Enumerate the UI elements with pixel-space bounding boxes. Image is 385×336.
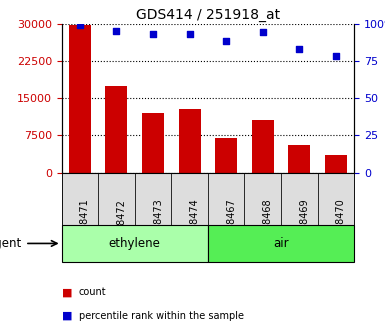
Text: count: count bbox=[79, 287, 107, 297]
Point bbox=[113, 28, 119, 34]
Text: agent: agent bbox=[0, 237, 22, 250]
Point bbox=[77, 22, 83, 28]
Point bbox=[223, 39, 229, 44]
Point bbox=[333, 54, 339, 59]
Text: GSM8472: GSM8472 bbox=[116, 199, 126, 246]
Bar bbox=[142, 113, 164, 173]
Text: GSM8473: GSM8473 bbox=[153, 199, 163, 246]
Point bbox=[150, 31, 156, 37]
Text: GSM8471: GSM8471 bbox=[80, 199, 90, 246]
Bar bbox=[105, 86, 127, 173]
Text: ■: ■ bbox=[62, 311, 72, 321]
Text: GSM8474: GSM8474 bbox=[190, 199, 199, 246]
Bar bbox=[69, 25, 91, 173]
Text: percentile rank within the sample: percentile rank within the sample bbox=[79, 311, 244, 321]
Text: GSM8468: GSM8468 bbox=[263, 199, 273, 245]
Bar bbox=[179, 109, 201, 173]
Text: air: air bbox=[273, 237, 289, 250]
Bar bbox=[325, 155, 347, 173]
FancyBboxPatch shape bbox=[171, 173, 208, 225]
FancyBboxPatch shape bbox=[62, 173, 98, 225]
Title: GDS414 / 251918_at: GDS414 / 251918_at bbox=[136, 8, 280, 23]
FancyBboxPatch shape bbox=[281, 173, 318, 225]
FancyBboxPatch shape bbox=[318, 173, 354, 225]
FancyBboxPatch shape bbox=[62, 225, 208, 262]
Text: GSM8469: GSM8469 bbox=[300, 199, 309, 245]
Bar bbox=[215, 138, 237, 173]
Text: ■: ■ bbox=[62, 287, 72, 297]
FancyBboxPatch shape bbox=[135, 173, 171, 225]
Bar bbox=[288, 145, 310, 173]
Bar bbox=[252, 120, 274, 173]
Point bbox=[259, 30, 266, 35]
FancyBboxPatch shape bbox=[208, 173, 244, 225]
FancyBboxPatch shape bbox=[244, 173, 281, 225]
FancyBboxPatch shape bbox=[208, 225, 354, 262]
Point bbox=[187, 31, 193, 37]
Text: ethylene: ethylene bbox=[109, 237, 161, 250]
FancyBboxPatch shape bbox=[98, 173, 135, 225]
Text: GSM8470: GSM8470 bbox=[336, 199, 346, 246]
Point bbox=[296, 46, 303, 51]
Text: GSM8467: GSM8467 bbox=[226, 199, 236, 246]
